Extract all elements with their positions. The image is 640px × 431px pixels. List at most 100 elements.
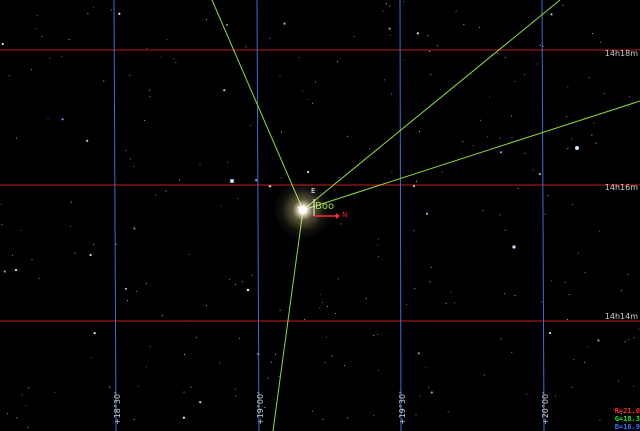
background-star — [230, 179, 234, 183]
background-star — [577, 252, 579, 254]
pointer-line-down — [272, 209, 304, 431]
dec-label-1830: +18°30' — [113, 391, 122, 425]
background-star — [87, 13, 89, 15]
background-star — [161, 315, 163, 317]
bright-star[interactable] — [299, 206, 307, 214]
background-star — [388, 27, 391, 30]
background-star — [378, 238, 379, 240]
background-star — [450, 292, 452, 294]
background-star — [16, 417, 18, 419]
background-star — [298, 57, 300, 59]
background-star — [566, 115, 568, 117]
background-star — [373, 335, 375, 337]
background-star — [190, 386, 192, 388]
background-star — [504, 56, 506, 58]
object-label[interactable]: Boo — [315, 201, 335, 212]
background-star — [383, 79, 385, 81]
background-star — [130, 158, 131, 160]
background-star — [35, 28, 37, 29]
background-star — [538, 172, 541, 176]
background-star — [613, 408, 615, 410]
background-star — [183, 353, 185, 355]
background-star — [406, 304, 407, 306]
background-star — [165, 190, 167, 192]
background-star — [430, 266, 432, 268]
background-star — [280, 177, 282, 179]
background-star — [526, 393, 527, 395]
background-star — [430, 73, 432, 75]
background-star — [353, 35, 355, 37]
background-star — [490, 54, 492, 56]
compass-east-label: E — [311, 187, 316, 195]
background-star — [536, 63, 538, 65]
background-star — [38, 277, 40, 279]
ra-label-14h18m: 14h18m — [604, 49, 638, 58]
background-star — [269, 37, 271, 39]
background-star — [135, 291, 137, 292]
background-star — [571, 138, 573, 140]
background-star — [619, 412, 621, 413]
ra-label-14h16m: 14h16m — [604, 183, 638, 192]
dec-label-1900: +19°00' — [256, 391, 265, 425]
background-star — [399, 389, 401, 391]
background-star — [239, 338, 241, 339]
background-star — [166, 39, 168, 41]
background-star — [567, 148, 569, 150]
background-star — [61, 118, 64, 121]
background-star — [462, 141, 464, 143]
background-star — [326, 336, 327, 338]
background-star — [90, 357, 92, 358]
background-star — [319, 307, 321, 309]
background-star — [206, 19, 208, 21]
background-star — [403, 59, 405, 61]
background-star — [573, 359, 575, 360]
background-star — [389, 34, 391, 36]
background-star — [182, 416, 185, 419]
background-star — [627, 105, 629, 107]
background-star — [627, 339, 629, 341]
background-star — [314, 81, 316, 83]
background-star — [322, 418, 324, 420]
background-star — [512, 245, 516, 249]
background-star — [27, 426, 29, 428]
dec-label-2000: +20°00' — [541, 391, 550, 425]
background-star — [25, 405, 27, 406]
background-star — [347, 417, 349, 419]
dec-grid-line-1900 — [256, 0, 260, 431]
background-star — [479, 119, 481, 121]
background-star — [511, 351, 513, 353]
background-star — [160, 56, 162, 58]
compass-north-label: N — [342, 211, 348, 219]
background-star — [234, 388, 236, 390]
rgb-readout-b: B=16.9 — [614, 423, 640, 431]
background-star — [504, 229, 506, 231]
background-star — [246, 288, 250, 292]
background-star — [8, 75, 10, 77]
background-star — [125, 150, 127, 151]
background-star — [572, 204, 574, 206]
background-star — [30, 69, 32, 70]
background-star — [234, 283, 236, 285]
background-star — [633, 337, 635, 339]
background-star — [41, 36, 43, 37]
background-star — [482, 210, 484, 211]
dec-grid-line-1830 — [113, 0, 117, 431]
background-star — [127, 300, 128, 301]
background-star — [445, 302, 447, 304]
background-star — [188, 254, 190, 255]
background-star — [220, 205, 222, 207]
background-star — [550, 280, 552, 282]
background-star — [311, 410, 313, 412]
background-star — [149, 95, 151, 97]
background-star — [93, 332, 96, 335]
dec-grid-line-2000 — [541, 0, 545, 431]
background-star — [391, 171, 393, 173]
background-star — [599, 420, 601, 421]
background-star — [593, 122, 595, 124]
rgb-readout-r: R=21.0 — [614, 407, 640, 415]
background-star — [487, 136, 489, 138]
pointer-line-upper-left — [211, 0, 304, 211]
background-star — [344, 365, 345, 366]
background-star — [227, 161, 228, 163]
